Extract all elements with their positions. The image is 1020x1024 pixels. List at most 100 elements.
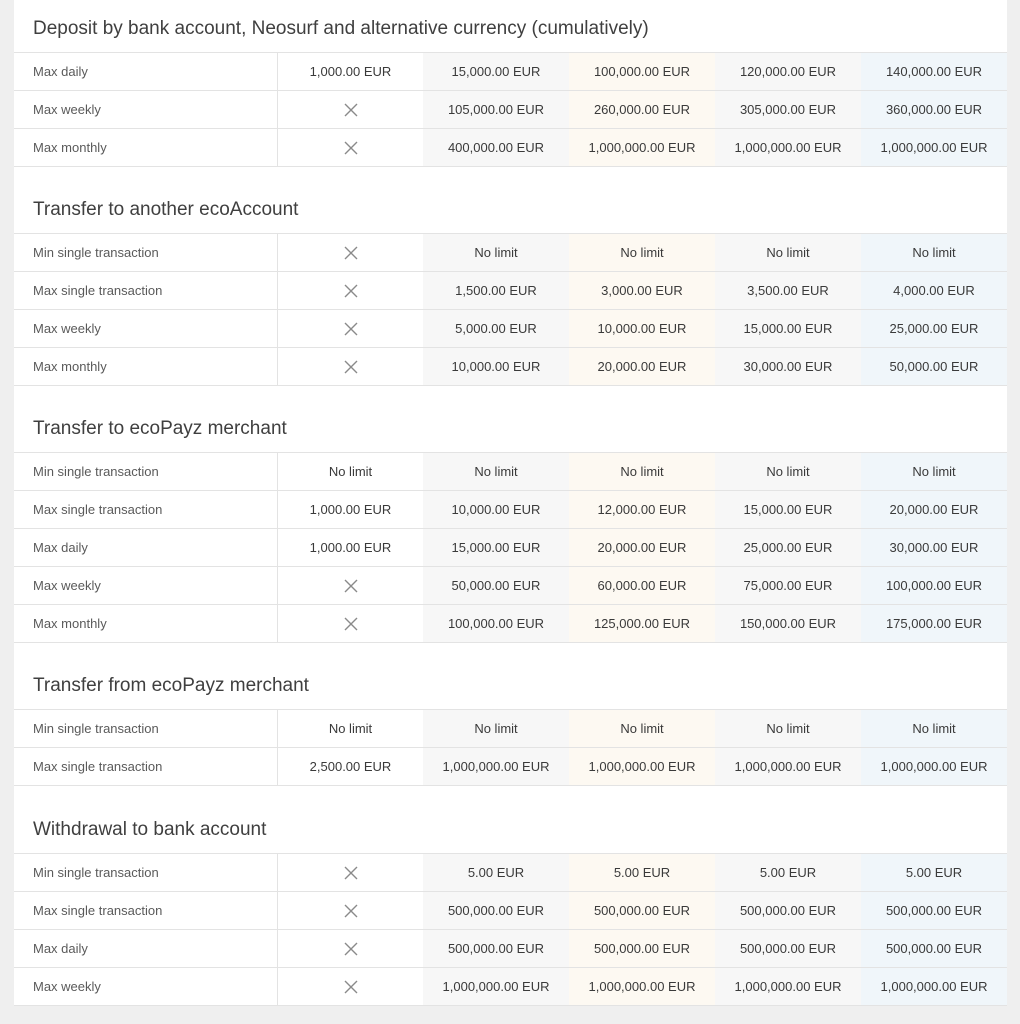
limit-value: 1,000,000.00 EUR xyxy=(715,748,861,785)
limit-value: 120,000.00 EUR xyxy=(715,53,861,90)
limits-table: Min single transaction 5.00 EUR 5.00 EUR… xyxy=(14,853,1007,1006)
row-label: Max daily xyxy=(14,529,278,566)
limit-value: 1,500.00 EUR xyxy=(423,272,569,309)
limit-value: 1,000,000.00 EUR xyxy=(423,748,569,785)
table-row: Max weekly 1,000,000.00 EUR 1,000,000.00… xyxy=(14,968,1007,1006)
row-label: Min single transaction xyxy=(14,854,278,891)
table-row: Max daily 1,000.00 EUR 15,000.00 EUR 100… xyxy=(14,53,1007,91)
limits-table: Min single transaction No limit No limit… xyxy=(14,709,1007,786)
limit-value: 100,000.00 EUR xyxy=(861,567,1007,604)
limit-value: 500,000.00 EUR xyxy=(861,930,1007,967)
limit-value: 1,000,000.00 EUR xyxy=(715,968,861,1005)
limit-value: 100,000.00 EUR xyxy=(423,605,569,642)
limit-value: 1,000,000.00 EUR xyxy=(423,968,569,1005)
table-row: Max single transaction 500,000.00 EUR 50… xyxy=(14,892,1007,930)
limit-value: 1,000,000.00 EUR xyxy=(861,129,1007,166)
limits-panel: Deposit by bank account, Neosurf and alt… xyxy=(14,0,1007,1006)
table-row: Max daily 1,000.00 EUR 15,000.00 EUR 20,… xyxy=(14,529,1007,567)
limit-value: 60,000.00 EUR xyxy=(569,567,715,604)
limit-value xyxy=(278,854,423,891)
limit-value: 500,000.00 EUR xyxy=(423,892,569,929)
limit-value: No limit xyxy=(569,453,715,490)
limit-value: 1,000,000.00 EUR xyxy=(861,748,1007,785)
row-label: Max weekly xyxy=(14,91,278,128)
limit-value: 50,000.00 EUR xyxy=(861,348,1007,385)
limit-value: No limit xyxy=(861,453,1007,490)
table-row: Max monthly 10,000.00 EUR 20,000.00 EUR … xyxy=(14,348,1007,386)
table-row: Max daily 500,000.00 EUR 500,000.00 EUR … xyxy=(14,930,1007,968)
row-label: Max monthly xyxy=(14,605,278,642)
close-icon xyxy=(344,284,357,297)
limit-value: 1,000.00 EUR xyxy=(278,529,423,566)
table-row: Max weekly 5,000.00 EUR 10,000.00 EUR 15… xyxy=(14,310,1007,348)
limit-value: 125,000.00 EUR xyxy=(569,605,715,642)
limit-value: 1,000,000.00 EUR xyxy=(861,968,1007,1005)
row-label: Max single transaction xyxy=(14,272,278,309)
close-icon xyxy=(344,617,357,630)
limit-value: 5.00 EUR xyxy=(715,854,861,891)
row-label: Min single transaction xyxy=(14,453,278,490)
limit-value: No limit xyxy=(423,234,569,271)
limit-value: 500,000.00 EUR xyxy=(715,892,861,929)
close-icon xyxy=(344,942,357,955)
limit-value: 175,000.00 EUR xyxy=(861,605,1007,642)
close-icon xyxy=(344,103,357,116)
limit-value: 50,000.00 EUR xyxy=(423,567,569,604)
limit-value: 1,000,000.00 EUR xyxy=(715,129,861,166)
limit-value: 20,000.00 EUR xyxy=(861,491,1007,528)
table-row: Max single transaction 1,000.00 EUR 10,0… xyxy=(14,491,1007,529)
limit-value: 5.00 EUR xyxy=(861,854,1007,891)
limit-value xyxy=(278,234,423,271)
table-row: Max monthly 100,000.00 EUR 125,000.00 EU… xyxy=(14,605,1007,643)
row-label: Max weekly xyxy=(14,968,278,1005)
limit-value: 12,000.00 EUR xyxy=(569,491,715,528)
limit-value: 25,000.00 EUR xyxy=(861,310,1007,347)
limit-value: No limit xyxy=(715,234,861,271)
limit-value: No limit xyxy=(278,453,423,490)
limit-value: 150,000.00 EUR xyxy=(715,605,861,642)
limit-value: 360,000.00 EUR xyxy=(861,91,1007,128)
limit-value: 10,000.00 EUR xyxy=(423,491,569,528)
close-icon xyxy=(344,579,357,592)
close-icon xyxy=(344,141,357,154)
limit-value: 20,000.00 EUR xyxy=(569,348,715,385)
limit-value: 25,000.00 EUR xyxy=(715,529,861,566)
limit-value xyxy=(278,348,423,385)
limit-value: 3,000.00 EUR xyxy=(569,272,715,309)
limits-table: Min single transaction No limit No limit… xyxy=(14,452,1007,643)
table-row: Max weekly 50,000.00 EUR 60,000.00 EUR 7… xyxy=(14,567,1007,605)
limit-value: 500,000.00 EUR xyxy=(861,892,1007,929)
limit-value: No limit xyxy=(423,453,569,490)
limit-value: 1,000.00 EUR xyxy=(278,53,423,90)
row-label: Max single transaction xyxy=(14,491,278,528)
limit-value xyxy=(278,567,423,604)
limit-value: 305,000.00 EUR xyxy=(715,91,861,128)
limit-value: 260,000.00 EUR xyxy=(569,91,715,128)
limit-value: 5,000.00 EUR xyxy=(423,310,569,347)
table-row: Max single transaction 2,500.00 EUR 1,00… xyxy=(14,748,1007,786)
section-title: Withdrawal to bank account xyxy=(33,819,267,840)
row-label: Max single transaction xyxy=(14,892,278,929)
limit-value: 400,000.00 EUR xyxy=(423,129,569,166)
limit-value: 2,500.00 EUR xyxy=(278,748,423,785)
limit-value xyxy=(278,968,423,1005)
limit-value: 140,000.00 EUR xyxy=(861,53,1007,90)
limit-value: 3,500.00 EUR xyxy=(715,272,861,309)
table-row: Max single transaction 1,500.00 EUR 3,00… xyxy=(14,272,1007,310)
limit-value xyxy=(278,91,423,128)
section-title: Transfer to ecoPayz merchant xyxy=(33,418,287,439)
limit-value xyxy=(278,129,423,166)
limit-value xyxy=(278,892,423,929)
section-title: Transfer from ecoPayz merchant xyxy=(33,675,309,696)
row-label: Max weekly xyxy=(14,567,278,604)
limit-value xyxy=(278,605,423,642)
limit-value xyxy=(278,272,423,309)
limit-value: 100,000.00 EUR xyxy=(569,53,715,90)
row-label: Max weekly xyxy=(14,310,278,347)
close-icon xyxy=(344,360,357,373)
limit-value: 1,000,000.00 EUR xyxy=(569,129,715,166)
limit-value: 1,000,000.00 EUR xyxy=(569,748,715,785)
close-icon xyxy=(344,866,357,879)
limit-value xyxy=(278,310,423,347)
close-icon xyxy=(344,980,357,993)
